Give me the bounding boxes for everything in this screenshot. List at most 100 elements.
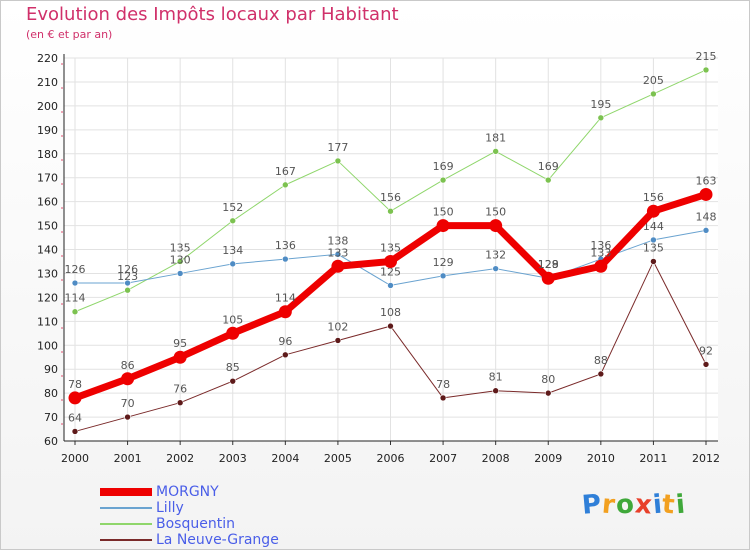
legend-label-morgny: MORGNY <box>156 484 219 500</box>
data-label-morgny: 156 <box>643 191 664 204</box>
data-point-morgny <box>489 219 503 233</box>
data-label-lilly: 138 <box>327 234 348 247</box>
data-label-bosquentin: 135 <box>170 241 191 254</box>
data-point-morgny <box>384 254 397 268</box>
data-label-lilly: 126 <box>65 263 86 276</box>
data-point-bosquentin <box>124 286 131 294</box>
data-point-lilly <box>334 250 342 258</box>
data-point-morgny <box>226 326 240 340</box>
y-tick-label: 220 <box>37 52 58 65</box>
y-tick-label: 140 <box>37 244 58 257</box>
x-tick-label: 2006 <box>377 452 405 465</box>
data-point-morgny <box>646 204 660 218</box>
data-label-lilly: 126 <box>117 263 138 276</box>
data-point-la-neuve-grange <box>334 337 342 344</box>
data-point-morgny <box>541 271 555 285</box>
legend-swatch-la-neuve-grange <box>100 539 152 541</box>
x-tick-label: 2005 <box>324 452 352 465</box>
data-point-morgny <box>173 350 187 364</box>
data-point-bosquentin <box>439 176 447 184</box>
data-label-la-neuve-grange: 80 <box>541 373 555 386</box>
data-point-la-neuve-grange <box>597 370 605 378</box>
data-label-bosquentin: 114 <box>65 292 86 305</box>
data-point-bosquentin <box>71 308 79 316</box>
data-point-la-neuve-grange <box>702 361 710 368</box>
data-label-lilly: 129 <box>538 258 559 271</box>
data-point-morgny <box>68 391 82 405</box>
data-label-lilly: 132 <box>485 249 506 262</box>
data-label-morgny: 105 <box>222 313 243 326</box>
legend-label-bosquentin: Bosquentin <box>156 516 235 532</box>
data-point-la-neuve-grange <box>71 428 79 435</box>
data-label-morgny: 133 <box>327 246 348 259</box>
data-point-la-neuve-grange <box>176 399 184 407</box>
data-label-lilly: 125 <box>380 265 401 278</box>
legend-swatch-bosquentin <box>100 523 152 525</box>
data-label-bosquentin: 169 <box>433 160 454 173</box>
data-label-lilly: 148 <box>696 210 717 223</box>
data-point-morgny <box>331 259 345 273</box>
data-point-morgny <box>699 187 713 201</box>
data-label-bosquentin: 177 <box>327 141 348 154</box>
y-tick-label: 150 <box>37 220 58 233</box>
data-label-la-neuve-grange: 102 <box>327 320 348 333</box>
data-label-bosquentin: 169 <box>538 160 559 173</box>
data-point-morgny <box>278 305 292 319</box>
data-label-morgny: 163 <box>696 174 717 187</box>
logo-letter: x <box>633 489 654 521</box>
x-tick-label: 2001 <box>114 452 142 465</box>
data-label-bosquentin: 205 <box>643 74 664 87</box>
data-point-la-neuve-grange <box>282 351 289 359</box>
chart-title: Evolution des Impôts locaux par Habitant <box>26 4 399 25</box>
data-label-morgny: 135 <box>380 241 401 254</box>
data-point-lilly <box>71 279 79 287</box>
data-point-bosquentin <box>229 217 237 225</box>
data-point-lilly <box>282 255 289 263</box>
data-label-bosquentin: 167 <box>275 165 296 178</box>
legend-label-lilly: Lilly <box>156 500 184 516</box>
y-tick-label: 80 <box>44 387 58 400</box>
x-tick-label: 2000 <box>61 452 89 465</box>
data-label-morgny: 128 <box>538 258 559 271</box>
data-point-bosquentin <box>597 114 605 122</box>
data-point-lilly <box>439 272 447 280</box>
data-label-la-neuve-grange: 88 <box>594 354 608 367</box>
data-label-la-neuve-grange: 135 <box>643 241 664 254</box>
data-point-la-neuve-grange <box>124 413 131 421</box>
y-tick-label: 70 <box>44 411 58 424</box>
data-point-la-neuve-grange <box>387 322 394 330</box>
y-tick-label: 190 <box>37 124 58 137</box>
data-label-la-neuve-grange: 78 <box>436 378 450 391</box>
y-tick-label: 60 <box>44 435 58 448</box>
data-point-morgny <box>121 372 135 386</box>
data-point-morgny <box>594 259 608 273</box>
legend-swatch-morgny <box>100 488 152 496</box>
y-tick-label: 160 <box>37 196 58 209</box>
data-label-lilly: 144 <box>643 220 664 233</box>
y-tick-label: 130 <box>37 267 58 280</box>
data-point-lilly <box>650 236 657 244</box>
x-tick-label: 2004 <box>271 452 299 465</box>
data-label-la-neuve-grange: 85 <box>226 361 240 374</box>
data-point-bosquentin <box>702 66 710 74</box>
y-tick-label: 180 <box>37 148 58 161</box>
data-point-morgny <box>436 219 450 233</box>
legend-swatch-lilly <box>100 507 152 509</box>
data-point-la-neuve-grange <box>439 394 447 402</box>
data-label-morgny: 86 <box>121 359 135 372</box>
logo-letter: o <box>614 489 637 521</box>
data-point-lilly <box>492 265 499 272</box>
data-label-bosquentin: 195 <box>590 98 611 111</box>
data-point-bosquentin <box>492 148 499 155</box>
x-tick-label: 2009 <box>534 452 562 465</box>
data-label-morgny: 133 <box>590 246 611 259</box>
x-tick-label: 2008 <box>482 452 510 465</box>
data-point-la-neuve-grange <box>650 258 657 265</box>
data-label-la-neuve-grange: 70 <box>121 397 135 410</box>
data-label-lilly: 136 <box>275 239 296 252</box>
legend-label-la-neuve-grange: La Neuve-Grange <box>156 532 279 548</box>
data-point-lilly <box>176 270 184 277</box>
y-tick-label: 100 <box>37 339 58 352</box>
data-point-lilly <box>702 227 710 234</box>
data-label-lilly: 130 <box>170 253 191 266</box>
